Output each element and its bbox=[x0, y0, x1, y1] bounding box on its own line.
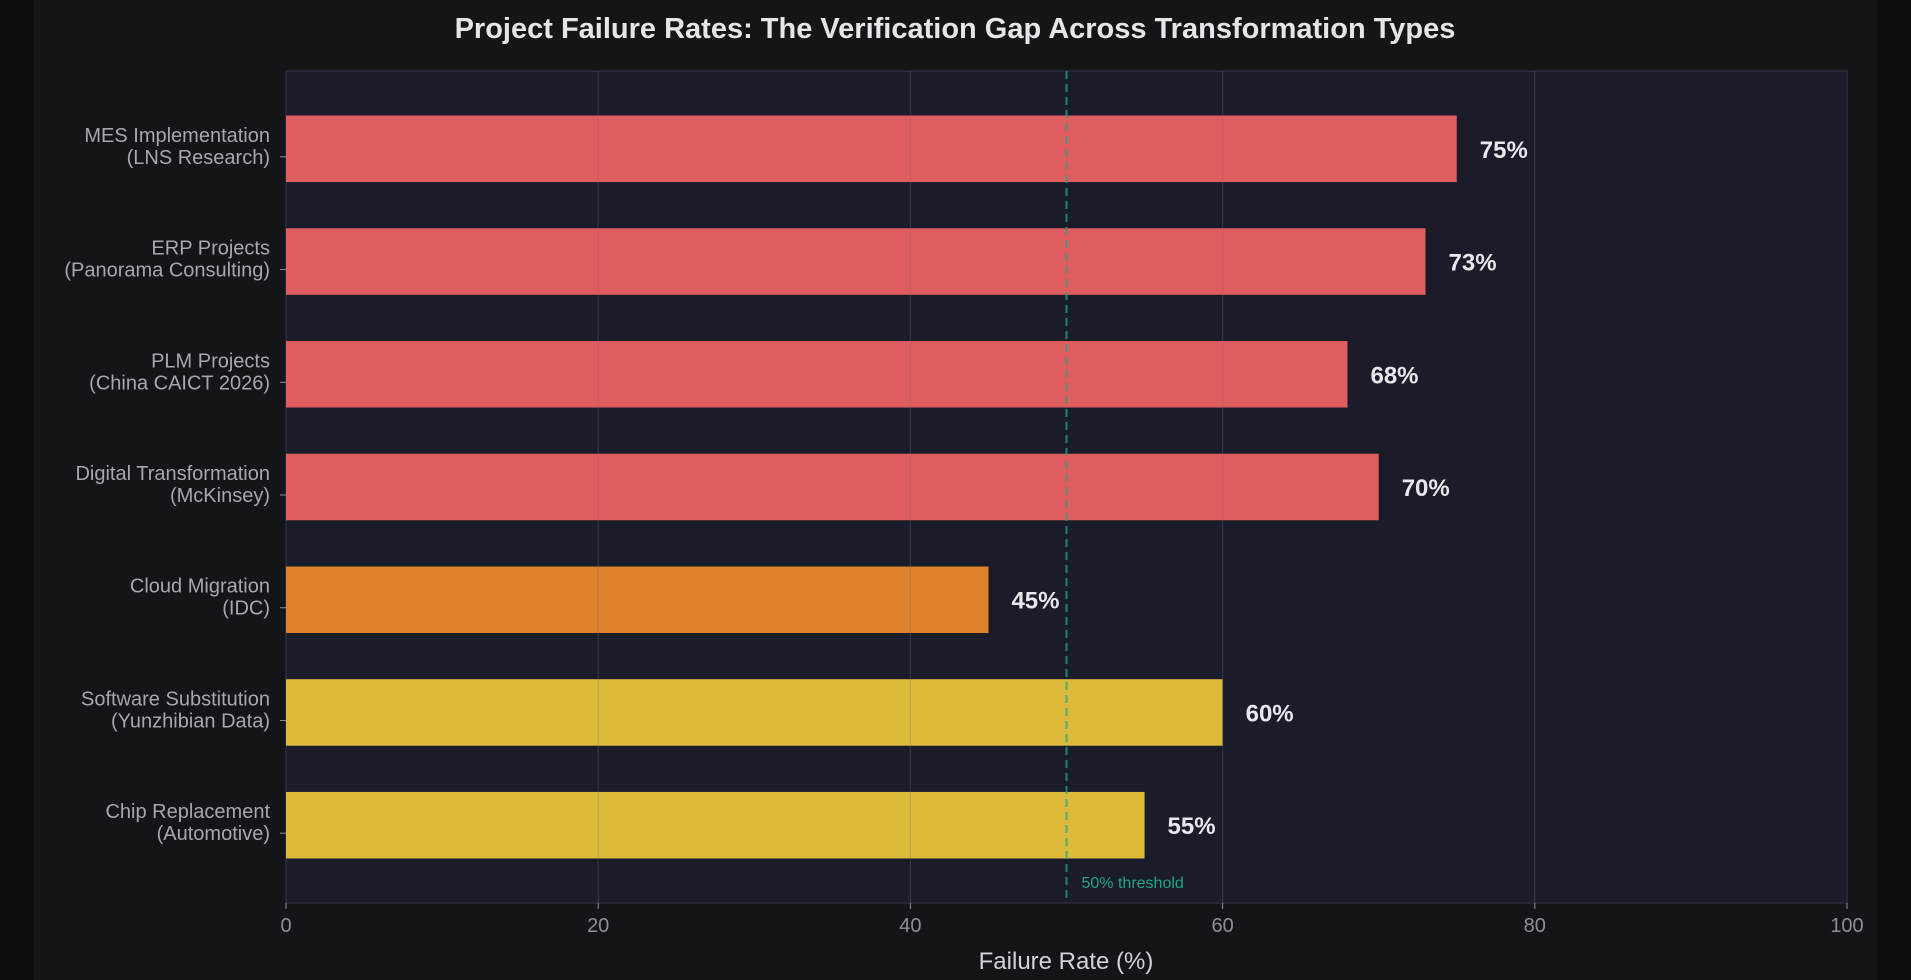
value-label: 60% bbox=[1246, 700, 1294, 727]
value-label: 75% bbox=[1480, 137, 1528, 164]
figure-background: Project Failure Rates: The Verification … bbox=[34, 0, 1877, 980]
category-label: Digital Transformation bbox=[75, 463, 270, 485]
bar-chart: Project Failure Rates: The Verification … bbox=[64, 13, 1864, 975]
x-tick-label: 80 bbox=[1524, 915, 1546, 937]
grid-lines bbox=[597, 71, 1536, 903]
category-label: ERP Projects bbox=[151, 238, 270, 260]
category-labels: MES Implementation(LNS Research) ERP Proj… bbox=[64, 125, 286, 845]
x-axis-ticks: 0 20 40 60 80 100 bbox=[280, 903, 1864, 937]
value-label: 55% bbox=[1168, 813, 1216, 840]
x-tick-label: 20 bbox=[587, 915, 609, 937]
category-label: (LNS Research) bbox=[127, 147, 270, 169]
bar bbox=[286, 566, 989, 633]
value-label: 70% bbox=[1402, 475, 1450, 502]
category-label: (IDC) bbox=[222, 598, 270, 620]
x-tick-label: 40 bbox=[899, 915, 921, 937]
bars bbox=[286, 115, 1457, 859]
category-label: (Automotive) bbox=[157, 823, 270, 845]
value-label: 68% bbox=[1370, 362, 1418, 389]
bar bbox=[286, 679, 1223, 746]
category-label: Chip Replacement bbox=[105, 801, 270, 823]
category-label: PLM Projects bbox=[151, 350, 270, 372]
category-label: (China CAICT 2026) bbox=[89, 372, 270, 394]
category-label: (Panorama Consulting) bbox=[64, 260, 270, 282]
value-label: 45% bbox=[1011, 588, 1059, 615]
bar bbox=[286, 453, 1379, 521]
bar bbox=[286, 791, 1145, 859]
bar bbox=[286, 341, 1348, 408]
value-label: 73% bbox=[1449, 250, 1497, 277]
x-tick-label: 0 bbox=[280, 915, 291, 937]
category-label: Cloud Migration bbox=[130, 576, 270, 598]
x-tick-label: 100 bbox=[1830, 915, 1863, 937]
category-label: (Yunzhibian Data) bbox=[111, 710, 270, 732]
x-axis-title: Failure Rate (%) bbox=[979, 948, 1154, 975]
value-labels: 75% 73% 68% 70% 45% 60% 55% bbox=[1011, 137, 1527, 840]
threshold-reference: 50% threshold bbox=[1065, 71, 1184, 903]
bar bbox=[286, 115, 1457, 183]
bar bbox=[286, 228, 1426, 295]
chart-title: Project Failure Rates: The Verification … bbox=[455, 13, 1456, 45]
category-label: Software Substitution bbox=[81, 688, 270, 710]
threshold-label: 50% threshold bbox=[1082, 875, 1184, 892]
x-tick-label: 60 bbox=[1211, 915, 1233, 937]
category-label: MES Implementation bbox=[84, 125, 270, 147]
category-label: (McKinsey) bbox=[170, 485, 270, 507]
